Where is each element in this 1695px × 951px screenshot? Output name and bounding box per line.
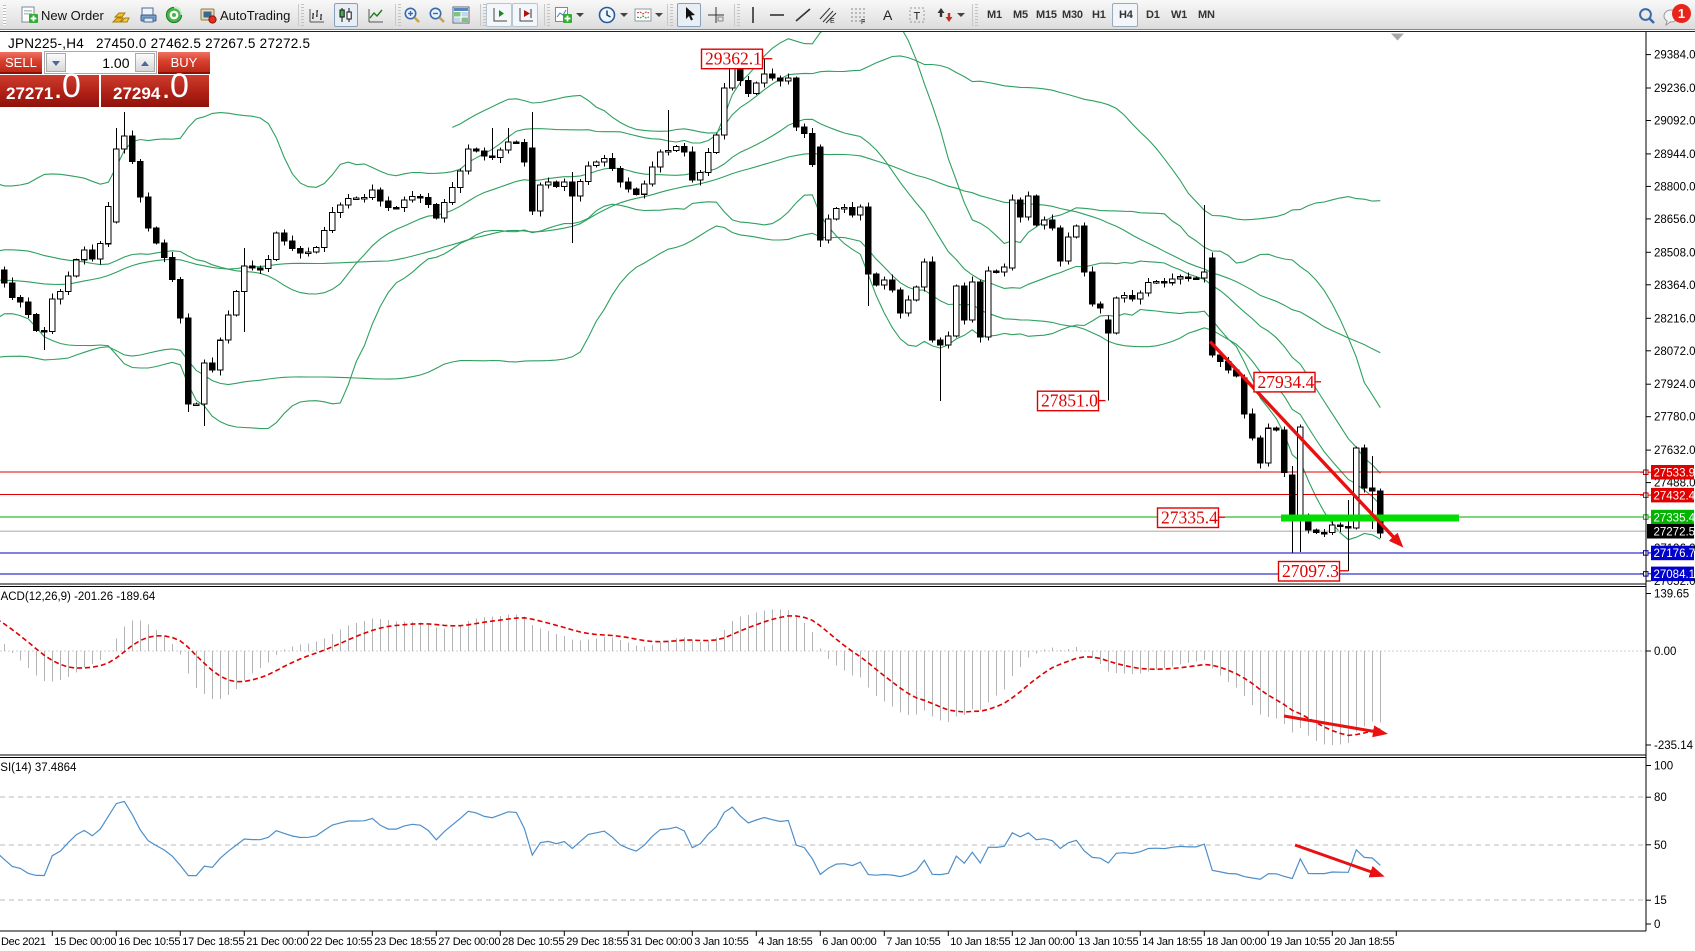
svg-text:27780.0: 27780.0 <box>1654 412 1695 424</box>
svg-text:3 Jan 10:55: 3 Jan 10:55 <box>694 936 748 948</box>
svg-text:23 Dec 18:55: 23 Dec 18:55 <box>374 936 436 948</box>
svg-text:15: 15 <box>1654 895 1667 907</box>
svg-text:22 Dec 10:55: 22 Dec 10:55 <box>310 936 372 948</box>
svg-text:27851.0: 27851.0 <box>1041 391 1098 411</box>
svg-text:27488.0: 27488.0 <box>1654 478 1695 490</box>
svg-text:7 Jan 10:55: 7 Jan 10:55 <box>886 936 940 948</box>
svg-text:28944.0: 28944.0 <box>1654 149 1695 161</box>
svg-text:50: 50 <box>1654 840 1667 852</box>
svg-text:21 Dec 00:00: 21 Dec 00:00 <box>246 936 308 948</box>
svg-text:28800.0: 28800.0 <box>1654 181 1695 193</box>
svg-text:16 Dec 10:55: 16 Dec 10:55 <box>118 936 180 948</box>
svg-text:4 Jan 18:55: 4 Jan 18:55 <box>758 936 812 948</box>
svg-text:27632.0: 27632.0 <box>1654 445 1695 457</box>
svg-text:28508.0: 28508.0 <box>1654 247 1695 259</box>
svg-text:T: T <box>914 11 921 23</box>
svg-text:27 Dec 00:00: 27 Dec 00:00 <box>438 936 500 948</box>
svg-text:18 Jan 00:00: 18 Jan 00:00 <box>1206 936 1266 948</box>
svg-text:80: 80 <box>1654 792 1667 804</box>
svg-text:28216.0: 28216.0 <box>1654 313 1695 325</box>
svg-text:27432.4: 27432.4 <box>1654 490 1695 502</box>
svg-text:27084.1: 27084.1 <box>1654 569 1695 581</box>
svg-text:31 Dec 00:00: 31 Dec 00:00 <box>630 936 692 948</box>
svg-text:13 Jan 10:55: 13 Jan 10:55 <box>1078 936 1138 948</box>
svg-text:29362.1: 29362.1 <box>705 49 762 69</box>
svg-text:E: E <box>830 18 835 25</box>
svg-text:29384.0: 29384.0 <box>1654 50 1695 62</box>
svg-text:28656.0: 28656.0 <box>1654 214 1695 226</box>
svg-text:27097.3: 27097.3 <box>1282 561 1339 581</box>
svg-text:28364.0: 28364.0 <box>1654 280 1695 292</box>
svg-text:20 Jan 18:55: 20 Jan 18:55 <box>1334 936 1394 948</box>
svg-text:139.65: 139.65 <box>1654 589 1689 601</box>
svg-text:29 Dec 18:55: 29 Dec 18:55 <box>566 936 628 948</box>
svg-text:27335.4: 27335.4 <box>1161 508 1218 528</box>
svg-text:RSI(14) 37.4864: RSI(14) 37.4864 <box>0 762 77 774</box>
svg-text:29236.0: 29236.0 <box>1654 83 1695 95</box>
svg-text:27272.5: 27272.5 <box>1654 527 1695 539</box>
svg-text:12 Jan 00:00: 12 Jan 00:00 <box>1014 936 1074 948</box>
svg-text:29092.0: 29092.0 <box>1654 116 1695 128</box>
svg-text:14 Jan 18:55: 14 Jan 18:55 <box>1142 936 1202 948</box>
svg-text:27924.0: 27924.0 <box>1654 379 1695 391</box>
svg-text:10 Jan 18:55: 10 Jan 18:55 <box>950 936 1010 948</box>
svg-text:Dec 2021: Dec 2021 <box>1 936 46 948</box>
svg-text:0: 0 <box>1654 919 1660 931</box>
svg-text:F: F <box>861 19 865 26</box>
svg-text:27176.7: 27176.7 <box>1654 548 1695 560</box>
svg-text:MACD(12,26,9) -201.26 -189.64: MACD(12,26,9) -201.26 -189.64 <box>0 591 156 603</box>
svg-text:27335.4: 27335.4 <box>1654 512 1695 524</box>
svg-text:27934.4: 27934.4 <box>1258 372 1315 392</box>
svg-text:27533.9: 27533.9 <box>1654 468 1695 480</box>
svg-text:15 Dec 00:00: 15 Dec 00:00 <box>54 936 116 948</box>
svg-text:17 Dec 18:55: 17 Dec 18:55 <box>182 936 244 948</box>
svg-text:28 Dec 10:55: 28 Dec 10:55 <box>502 936 564 948</box>
svg-text:-235.14: -235.14 <box>1654 740 1694 752</box>
svg-text:28072.0: 28072.0 <box>1654 346 1695 358</box>
svg-text:19 Jan 10:55: 19 Jan 10:55 <box>1270 936 1330 948</box>
svg-text:100: 100 <box>1654 761 1673 773</box>
svg-text:0.00: 0.00 <box>1654 646 1676 658</box>
svg-text:6 Jan 00:00: 6 Jan 00:00 <box>822 936 876 948</box>
